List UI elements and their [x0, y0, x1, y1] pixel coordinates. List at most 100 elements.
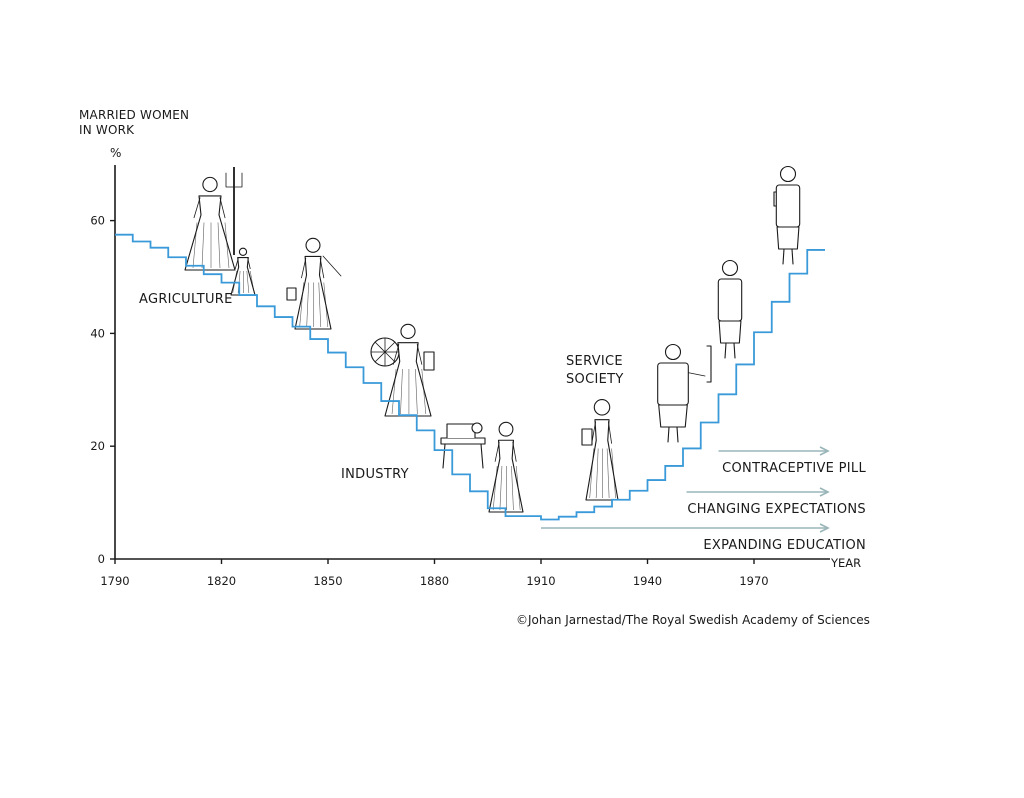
axes: 0 20 40 60 1790 1820 1850 1880 1910 1940 1970	[90, 165, 830, 588]
sowing-arm	[322, 255, 342, 277]
x-tick-label: 1850	[313, 574, 342, 588]
figure-fold	[306, 282, 309, 328]
figure-head	[779, 165, 797, 183]
figure-leg	[782, 248, 785, 265]
figure-fold	[217, 222, 221, 269]
figure-head	[664, 343, 682, 361]
era-label-service: SERVICE	[566, 354, 623, 369]
figure-fold	[511, 465, 514, 511]
figure-fold	[589, 448, 594, 499]
x-tick-label: 1880	[420, 574, 449, 588]
y-axis-label-line1: MARRIED WOMEN	[79, 108, 189, 122]
figure-head	[202, 176, 218, 193]
figure-fold	[318, 282, 322, 328]
wheel-spoke	[384, 351, 396, 363]
y-tick-label: 40	[90, 326, 105, 340]
wheel-spoke	[374, 351, 386, 363]
pitchfork-tines	[225, 168, 243, 188]
figure-arm	[319, 257, 325, 279]
figure-fold	[246, 270, 250, 294]
figure-skirt	[658, 404, 688, 428]
driver-label: CHANGING EXPECTATIONS	[687, 502, 866, 517]
series-step-path	[115, 233, 825, 521]
figure-dress	[488, 439, 524, 513]
driver-label: EXPANDING EDUCATION	[703, 538, 866, 553]
machine-arm	[446, 423, 476, 439]
wheel-spoke	[384, 341, 396, 353]
figure-leg	[791, 248, 794, 265]
folder	[581, 428, 593, 446]
figure-arm	[512, 441, 517, 462]
figure-fold	[201, 222, 205, 269]
figure-head	[721, 259, 739, 277]
figure-fold	[595, 448, 599, 499]
machine-wheel	[471, 422, 483, 434]
sewing-machine-icon	[440, 422, 486, 469]
figure-fold	[299, 282, 304, 328]
figure-arm	[494, 441, 500, 462]
businesswoman-icon	[773, 165, 801, 265]
figure-head	[400, 323, 416, 340]
figure-fold	[400, 368, 403, 415]
driver-changing-expectations: CHANGING EXPECTATIONS	[686, 487, 866, 517]
figure-leg	[733, 342, 736, 359]
x-tick-label: 1940	[633, 574, 662, 588]
driver-expanding-education: EXPANDING EDUCATION	[541, 523, 866, 553]
figure-head	[498, 421, 514, 437]
loom-box	[423, 351, 435, 371]
figure-jacket	[775, 184, 801, 228]
woman-with-spinning-wheel-icon	[370, 323, 435, 417]
driver-arrow-head	[819, 523, 830, 533]
figure-fold	[492, 465, 498, 511]
figure-skirt	[718, 320, 742, 344]
y-axis-label-line2: IN WORK	[79, 123, 135, 137]
credit-line: ©Johan Jarnestad/The Royal Swedish Acade…	[516, 613, 870, 627]
y-tick-label: 0	[98, 552, 105, 566]
driver-arrow-head	[819, 487, 830, 497]
figure-fold	[323, 282, 329, 328]
figure-head	[238, 247, 248, 256]
era-label-agriculture: AGRICULTURE	[139, 292, 233, 307]
figure-leg	[676, 426, 679, 443]
figure-fold	[499, 465, 503, 511]
child-sitting-icon	[230, 247, 256, 296]
figure-fold	[391, 368, 397, 415]
maid-with-apron-icon	[488, 421, 524, 513]
era-label-society: SOCIETY	[566, 372, 624, 387]
figure-arm	[608, 421, 612, 444]
figure-fold	[515, 465, 521, 511]
machine-leg	[480, 443, 484, 469]
figure-dress	[184, 195, 236, 271]
figure-arm	[301, 257, 307, 279]
y-tick-label: 60	[90, 214, 105, 228]
figure-head	[593, 399, 611, 416]
y-axis-unit: %	[110, 146, 122, 160]
figure-fold	[606, 448, 610, 499]
woman-sowing-icon	[286, 237, 342, 330]
y-tick-label: 20	[90, 439, 105, 453]
figure-arm	[219, 197, 226, 219]
figure-head	[305, 237, 321, 253]
figure-dress	[384, 342, 432, 417]
figure-fold	[415, 368, 418, 415]
x-tick-label: 1820	[207, 574, 236, 588]
x-tick-label: 1790	[100, 574, 129, 588]
driver-arrow-head	[819, 446, 830, 456]
seed-basket	[286, 287, 297, 301]
figure-arm	[591, 421, 596, 444]
figure-jacket	[657, 362, 689, 406]
figure-arm	[247, 258, 251, 269]
figure-jacket	[717, 278, 743, 322]
figure-dress	[294, 255, 332, 330]
woman-at-whiteboard-icon	[657, 343, 712, 443]
driver-arrows: CONTRACEPTIVE PILL CHANGING EXPECTATIONS E…	[541, 446, 866, 553]
figure-skirt	[776, 226, 800, 250]
driver-contraceptive-pill: CONTRACEPTIVE PILL	[718, 446, 866, 476]
x-axis-label: YEAR	[830, 556, 861, 570]
woman-with-pitchfork-icon	[184, 167, 243, 271]
series-line	[115, 233, 825, 521]
figure-fold	[192, 222, 198, 269]
era-label-industry: INDUSTRY	[341, 467, 409, 482]
figure-fold	[611, 448, 616, 499]
